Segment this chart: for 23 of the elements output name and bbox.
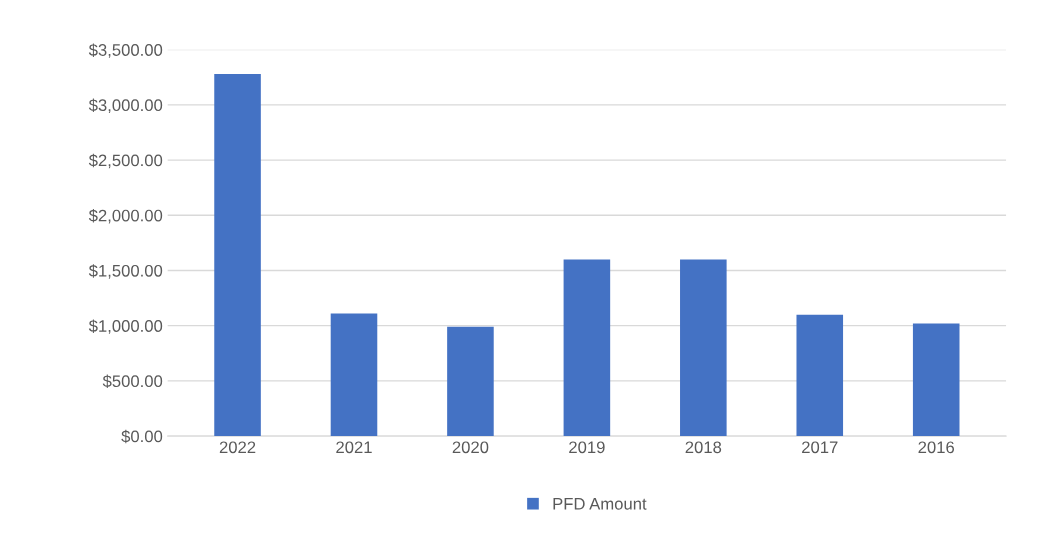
x-tick-label: 2020 bbox=[452, 441, 489, 454]
bar bbox=[447, 326, 494, 437]
y-tick-label: $3,000.00 bbox=[88, 98, 163, 114]
bar bbox=[563, 259, 611, 437]
x-tick-label: 2022 bbox=[219, 441, 256, 454]
bar bbox=[680, 259, 727, 437]
legend-label: PFD Amount bbox=[553, 498, 647, 510]
y-tick-label: $2,000.00 bbox=[88, 208, 163, 224]
x-tick-label: 2017 bbox=[802, 441, 838, 454]
y-tick-label: $2,500.00 bbox=[88, 153, 163, 169]
x-tick-label: 2016 bbox=[918, 441, 955, 454]
bar bbox=[796, 314, 844, 437]
y-tick-label: $0.00 bbox=[121, 429, 163, 444]
x-tick-label: 2018 bbox=[685, 441, 722, 454]
y-tick-label: $1,000.00 bbox=[88, 319, 163, 334]
bar bbox=[912, 323, 960, 437]
x-tick-label: 2019 bbox=[569, 441, 605, 454]
y-tick-label: $1,500.00 bbox=[88, 264, 163, 279]
y-tick-label: $3,500.00 bbox=[88, 43, 163, 58]
y-tick-label: $500.00 bbox=[102, 374, 163, 389]
bar bbox=[330, 313, 378, 437]
bar bbox=[214, 73, 261, 437]
x-tick-label: 2021 bbox=[336, 441, 372, 454]
